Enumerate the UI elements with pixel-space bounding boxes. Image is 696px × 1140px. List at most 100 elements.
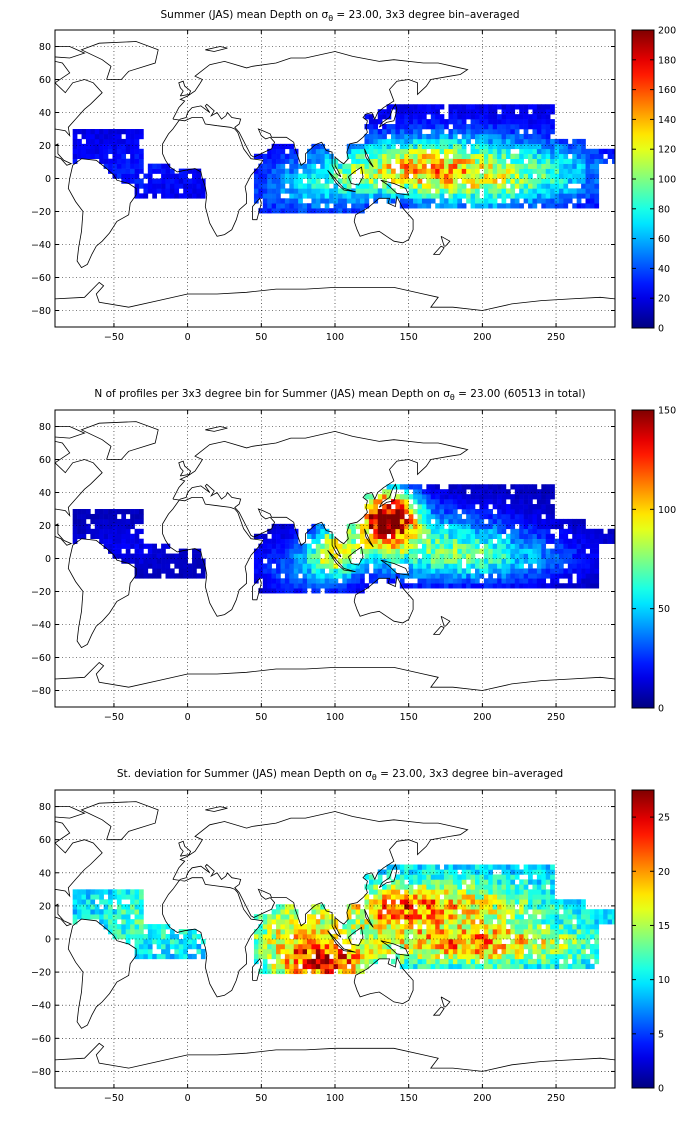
heatmap-cell [554, 953, 560, 960]
heatmap-cell [196, 943, 202, 950]
heatmap-cell [258, 543, 264, 549]
heatmap-cell [514, 573, 520, 579]
heatmap-cell [426, 869, 432, 875]
heatmap-cell [196, 573, 202, 579]
heatmap-cell [430, 484, 436, 490]
heatmap-cell [426, 948, 432, 955]
heatmap-cell [165, 558, 171, 564]
heatmap-cell [399, 924, 405, 930]
heatmap-cell [470, 163, 476, 169]
heatmap-cell [382, 914, 387, 920]
heatmap-cell [130, 518, 135, 525]
heatmap-cell [174, 183, 180, 189]
heatmap-cell [514, 943, 520, 950]
heatmap-cell [519, 513, 524, 520]
heatmap-cell [585, 148, 591, 155]
heatmap-cell [324, 148, 330, 155]
heatmap-cell [457, 119, 463, 125]
heatmap-cell [262, 948, 268, 955]
heatmap-cell [497, 953, 502, 960]
heatmap-cell [559, 158, 564, 164]
heatmap-cell [355, 953, 361, 960]
heatmap-cell [567, 963, 573, 970]
heatmap-cell [430, 874, 436, 880]
heatmap-cell [589, 173, 595, 179]
heatmap-cell [528, 523, 533, 530]
heatmap-cell [329, 583, 334, 589]
heatmap-cell [302, 958, 308, 965]
heatmap-cell [169, 573, 175, 579]
heatmap-cell [284, 573, 290, 579]
heatmap-cell [541, 183, 547, 189]
heatmap-cell [404, 168, 409, 174]
heatmap-cell [395, 158, 401, 164]
heatmap-cell [293, 198, 299, 204]
heatmap-cell [536, 114, 542, 120]
heatmap-cell [492, 188, 498, 194]
heatmap-cell [382, 183, 387, 189]
heatmap-cell [550, 143, 555, 150]
heatmap-cell [479, 114, 485, 120]
heatmap-cell [99, 153, 104, 159]
heatmap-cell [501, 523, 507, 530]
heatmap-cell [174, 934, 180, 940]
heatmap-cell [528, 889, 533, 895]
heatmap-cell [444, 943, 449, 950]
heatmap-cell [581, 548, 586, 554]
heatmap-cell [108, 528, 113, 535]
heatmap-cell [497, 548, 502, 554]
heatmap-cell [386, 548, 392, 554]
coastline [347, 926, 364, 947]
heatmap-cell [342, 924, 348, 930]
heatmap-cell [497, 193, 502, 199]
heatmap-cell [589, 934, 595, 940]
heatmap-cell [426, 924, 432, 930]
heatmap-cell [488, 188, 493, 194]
heatmap-cell [311, 178, 317, 184]
heatmap-cell [523, 943, 529, 950]
heatmap-cell [121, 543, 127, 549]
heatmap-cell [399, 533, 405, 539]
heatmap-cell [470, 509, 476, 515]
heatmap-cell [501, 499, 507, 505]
heatmap-cell [408, 573, 414, 579]
heatmap-cell [612, 914, 615, 920]
heatmap-cell [475, 523, 480, 530]
heatmap-cell [528, 953, 533, 960]
heatmap-cell [492, 568, 498, 574]
heatmap-cell [258, 929, 264, 935]
heatmap-cell [536, 138, 542, 145]
heatmap-cell [589, 914, 595, 920]
heatmap-cell [364, 504, 370, 510]
heatmap-cell [559, 198, 564, 204]
heatmap-cell [280, 963, 286, 970]
heatmap-cell [594, 163, 600, 169]
heatmap-cell [134, 133, 140, 140]
heatmap-cell [364, 953, 370, 960]
heatmap-cell [85, 129, 91, 135]
heatmap-cell [342, 193, 348, 199]
heatmap-cell [479, 864, 485, 870]
heatmap-cell [594, 563, 600, 569]
heatmap-cell [430, 153, 436, 159]
heatmap-cell [475, 879, 480, 885]
y-tick-label: −60 [31, 1034, 51, 1045]
heatmap-cell [267, 543, 272, 549]
heatmap-cell [125, 924, 131, 930]
heatmap-cell [559, 553, 564, 559]
heatmap-cell [452, 874, 458, 880]
colorbar-tick-label: 140 [658, 115, 676, 126]
heatmap-cell [514, 163, 520, 169]
heatmap-cell [457, 568, 463, 574]
heatmap-cell [594, 193, 600, 199]
heatmap-cell [351, 578, 356, 584]
heatmap-cell [271, 558, 277, 564]
heatmap-cell [360, 528, 365, 535]
heatmap-cell [444, 939, 449, 945]
heatmap-cell [572, 548, 577, 554]
heatmap-cell [510, 484, 516, 490]
heatmap-cell [505, 188, 511, 194]
heatmap-cell [329, 914, 334, 920]
heatmap-cell [324, 173, 330, 179]
heatmap-cell [413, 943, 418, 950]
